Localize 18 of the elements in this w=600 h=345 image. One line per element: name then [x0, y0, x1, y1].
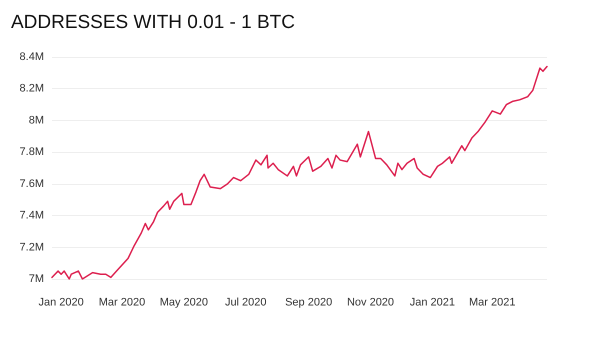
- y-tick-label: 7.4M: [20, 210, 44, 222]
- y-tick-label: 7.6M: [20, 178, 44, 190]
- line-series: [51, 66, 548, 280]
- x-tick-label: Sep 2020: [285, 296, 332, 308]
- y-tick-label: 8.2M: [20, 82, 44, 95]
- x-tick-label: Mar 2020: [98, 296, 146, 308]
- x-tick-label: Jan 2021: [410, 296, 456, 308]
- x-tick-label: Jan 2020: [38, 296, 84, 308]
- y-tick-label: 8.4M: [20, 51, 44, 63]
- x-tick-label: Mar 2021: [468, 296, 516, 308]
- chart-title: ADDRESSES WITH 0.01 - 1 BTC: [11, 12, 296, 33]
- y-tick-label: 7M: [28, 273, 44, 285]
- y-tick-label: 7.2M: [20, 241, 44, 254]
- x-tick-label: Nov 2020: [346, 296, 394, 308]
- x-tick-label: Jul 2020: [224, 296, 267, 308]
- x-tick-label: May 2020: [160, 296, 208, 308]
- y-tick-label: 8M: [28, 114, 44, 126]
- y-tick-label: 7.8M: [20, 146, 44, 158]
